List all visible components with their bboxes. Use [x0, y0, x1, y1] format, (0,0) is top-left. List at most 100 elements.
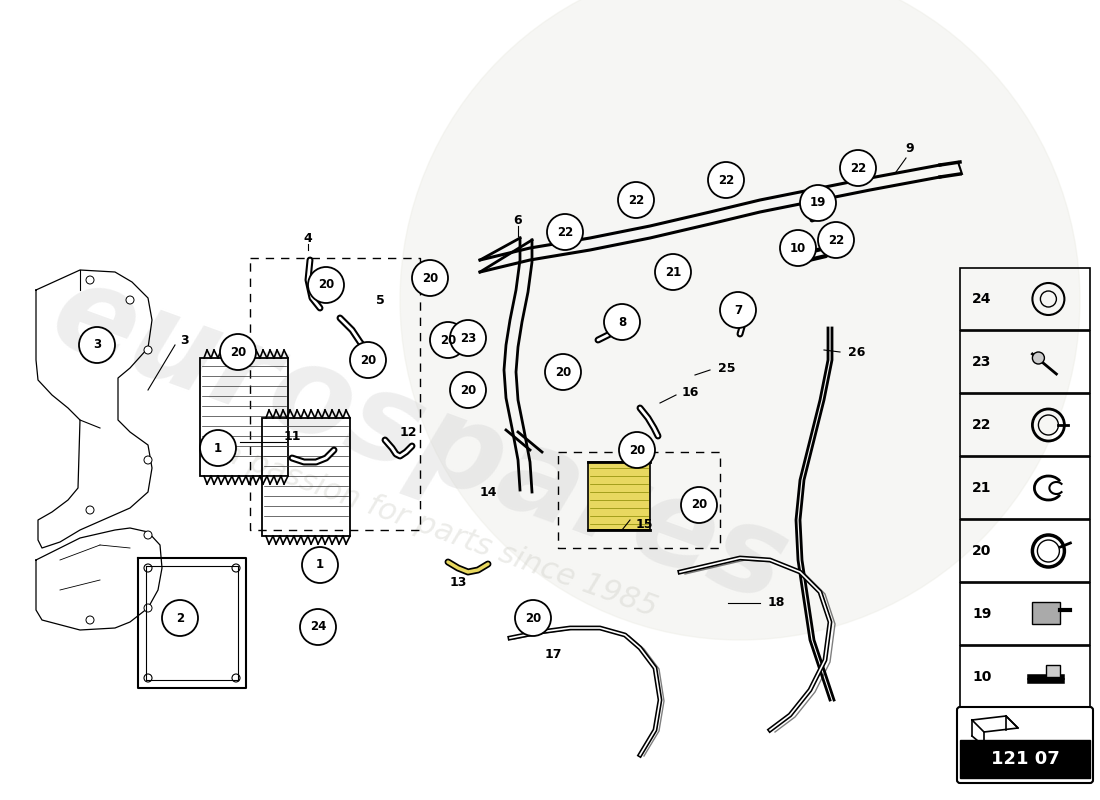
- Text: 20: 20: [230, 346, 246, 358]
- Text: 20: 20: [318, 278, 334, 291]
- Text: 21: 21: [664, 266, 681, 278]
- Text: a passion for parts since 1985: a passion for parts since 1985: [219, 438, 661, 622]
- Bar: [960, 646, 1090, 708]
- Circle shape: [400, 0, 1080, 640]
- Text: 24: 24: [972, 292, 991, 306]
- Circle shape: [681, 487, 717, 523]
- Bar: [960, 394, 1090, 456]
- Circle shape: [144, 531, 152, 539]
- Text: 2: 2: [176, 611, 184, 625]
- Text: 1: 1: [316, 558, 324, 571]
- Circle shape: [604, 304, 640, 340]
- Text: 4: 4: [304, 231, 312, 245]
- Circle shape: [654, 254, 691, 290]
- Bar: [960, 331, 1090, 393]
- Circle shape: [430, 322, 466, 358]
- Circle shape: [86, 506, 94, 514]
- Text: 22: 22: [718, 174, 734, 186]
- Text: 8: 8: [618, 315, 626, 329]
- Circle shape: [619, 432, 654, 468]
- Text: 26: 26: [848, 346, 866, 358]
- FancyBboxPatch shape: [957, 707, 1093, 783]
- Text: 20: 20: [972, 544, 991, 558]
- Circle shape: [144, 604, 152, 612]
- Bar: [960, 268, 1090, 330]
- Text: 23: 23: [460, 331, 476, 345]
- Text: 20: 20: [440, 334, 456, 346]
- Circle shape: [450, 320, 486, 356]
- Text: 25: 25: [718, 362, 736, 374]
- Text: 22: 22: [972, 418, 991, 432]
- Circle shape: [126, 296, 134, 304]
- Text: 20: 20: [525, 611, 541, 625]
- Text: 22: 22: [557, 226, 573, 238]
- Circle shape: [350, 342, 386, 378]
- Circle shape: [708, 162, 744, 198]
- Bar: [200, 358, 288, 476]
- Text: 14: 14: [480, 486, 497, 498]
- Circle shape: [308, 267, 344, 303]
- Circle shape: [79, 327, 116, 363]
- Text: 23: 23: [972, 355, 991, 369]
- Text: 19: 19: [810, 197, 826, 210]
- Text: eurospares: eurospares: [37, 253, 803, 627]
- Circle shape: [450, 372, 486, 408]
- Circle shape: [200, 430, 236, 466]
- Circle shape: [1033, 352, 1044, 364]
- Bar: [588, 462, 650, 530]
- Circle shape: [544, 354, 581, 390]
- Text: 22: 22: [828, 234, 844, 246]
- Text: 22: 22: [628, 194, 645, 206]
- Circle shape: [720, 292, 756, 328]
- Circle shape: [144, 456, 152, 464]
- Text: 17: 17: [544, 647, 562, 661]
- Text: 22: 22: [850, 162, 866, 174]
- Text: 1: 1: [213, 442, 222, 454]
- Circle shape: [300, 609, 336, 645]
- Text: 9: 9: [905, 142, 914, 154]
- Text: 16: 16: [682, 386, 700, 398]
- Text: 18: 18: [768, 597, 785, 610]
- Circle shape: [840, 150, 876, 186]
- Text: 6: 6: [514, 214, 522, 226]
- Text: 20: 20: [460, 383, 476, 397]
- Circle shape: [302, 547, 338, 583]
- Text: 20: 20: [422, 271, 438, 285]
- Text: 20: 20: [554, 366, 571, 378]
- Circle shape: [86, 616, 94, 624]
- Text: 13: 13: [449, 575, 466, 589]
- Circle shape: [547, 214, 583, 250]
- Text: 121 07: 121 07: [991, 750, 1059, 768]
- Text: 20: 20: [691, 498, 707, 511]
- Circle shape: [800, 185, 836, 221]
- Circle shape: [818, 222, 854, 258]
- Circle shape: [162, 600, 198, 636]
- Bar: [960, 583, 1090, 645]
- Circle shape: [86, 276, 94, 284]
- Text: 11: 11: [284, 430, 300, 442]
- Text: 3: 3: [180, 334, 188, 346]
- Text: 12: 12: [399, 426, 417, 438]
- Text: 7: 7: [734, 303, 742, 317]
- Bar: [262, 418, 350, 536]
- Text: 19: 19: [972, 607, 991, 621]
- Bar: [1046, 665, 1060, 677]
- Text: 15: 15: [636, 518, 653, 530]
- Bar: [960, 740, 1090, 778]
- Text: 5: 5: [375, 294, 384, 306]
- Text: 21: 21: [972, 481, 991, 495]
- Bar: [960, 520, 1090, 582]
- Bar: [960, 457, 1090, 519]
- Text: 20: 20: [629, 443, 645, 457]
- Text: 10: 10: [790, 242, 806, 254]
- Text: 10: 10: [972, 670, 991, 684]
- Bar: [1033, 602, 1060, 624]
- Circle shape: [515, 600, 551, 636]
- Circle shape: [144, 346, 152, 354]
- Text: 20: 20: [360, 354, 376, 366]
- Circle shape: [618, 182, 654, 218]
- Circle shape: [412, 260, 448, 296]
- Circle shape: [220, 334, 256, 370]
- Text: 3: 3: [92, 338, 101, 351]
- Text: 24: 24: [310, 621, 327, 634]
